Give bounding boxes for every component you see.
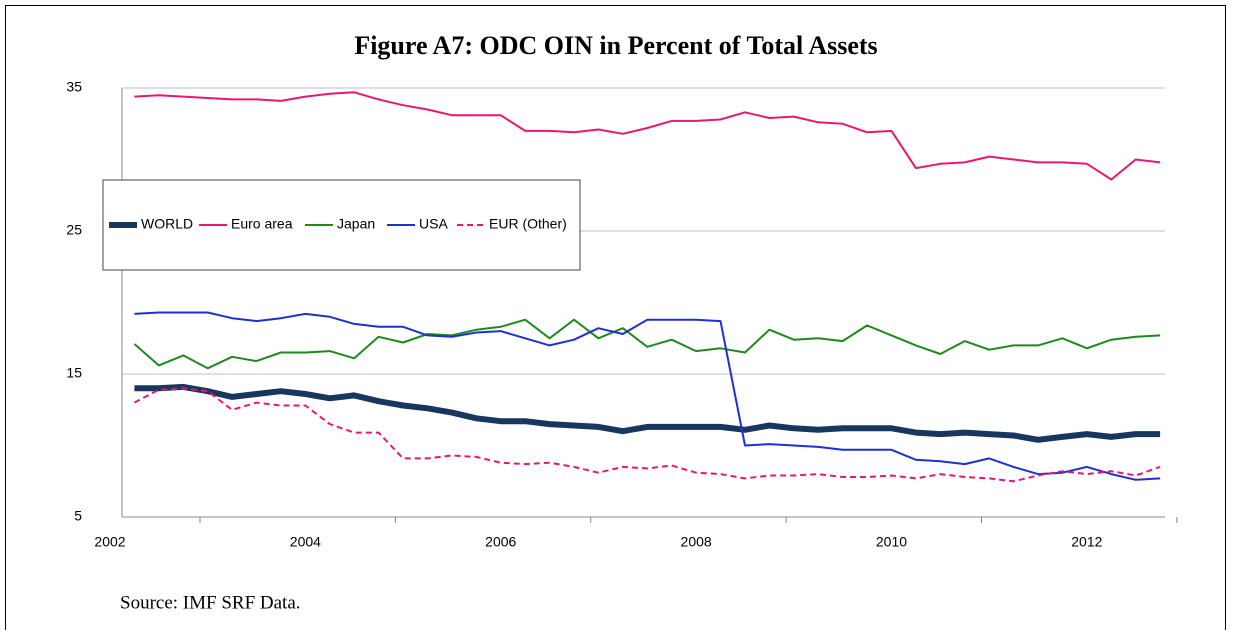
- x-tick-label: 2010: [876, 534, 907, 550]
- y-tick-label: 5: [74, 508, 82, 524]
- x-tick-label: 2002: [94, 534, 125, 550]
- y-tick-label: 15: [66, 365, 82, 381]
- legend-label: Euro area: [231, 216, 293, 232]
- series-line: [134, 91, 1161, 181]
- series-line: [133, 387, 1161, 483]
- x-tick-label: 2006: [485, 534, 516, 550]
- frame: [5, 5, 1226, 635]
- legend-box: [102, 179, 581, 271]
- x-tick-label: 2012: [1071, 534, 1102, 550]
- legend-label: USA: [419, 216, 448, 232]
- x-tick-label: 2008: [681, 534, 712, 550]
- legend-label: Japan: [337, 216, 375, 232]
- legend-label: EUR (Other): [489, 216, 567, 232]
- legend-label: WORLD: [141, 216, 193, 232]
- y-tick-label: 35: [66, 79, 82, 95]
- source-note: Source: IMF SRF Data.: [120, 592, 301, 613]
- x-tick-label: 2004: [290, 534, 321, 550]
- chart-title: Figure A7: ODC OIN in Percent of Total A…: [354, 31, 877, 60]
- series-line: [134, 383, 1161, 443]
- series-line: [134, 311, 1161, 481]
- series-line: [133, 318, 1161, 370]
- y-tick-label: 25: [66, 222, 82, 238]
